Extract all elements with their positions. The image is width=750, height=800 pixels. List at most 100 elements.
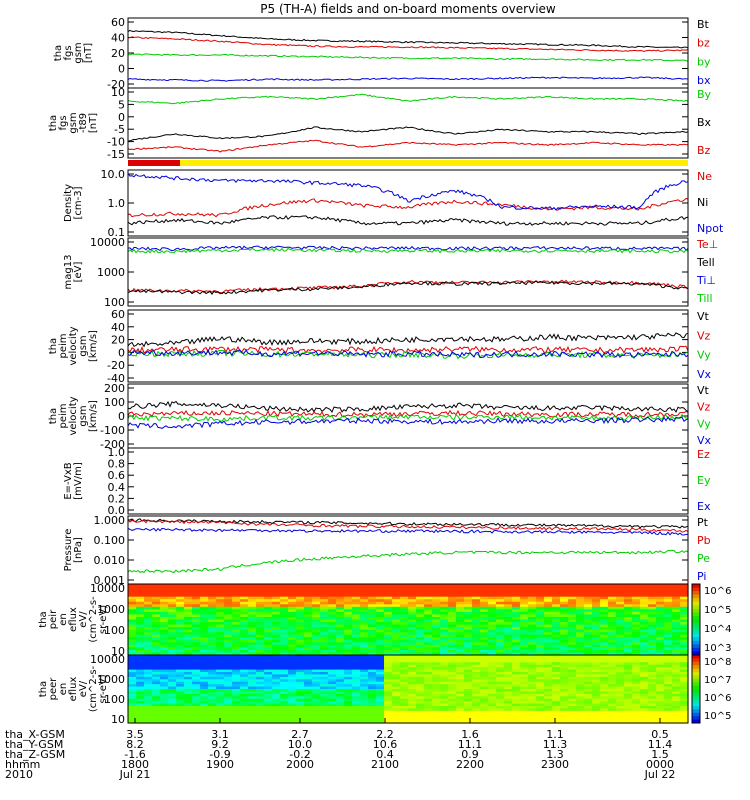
spectrogram-cell <box>616 703 625 707</box>
spectrogram-cell <box>392 609 401 613</box>
spectrogram-cell <box>272 594 281 598</box>
spectrogram-cell <box>424 696 433 700</box>
spectrogram-cell <box>552 693 561 697</box>
spectrogram-cell <box>160 604 169 608</box>
spectrogram-cell <box>520 596 529 600</box>
spectrogram-cell <box>504 604 513 608</box>
spectrogram-cell <box>144 689 153 693</box>
spectrogram-cell <box>344 632 353 636</box>
spectrogram-cell <box>232 649 241 654</box>
spectrogram-cell <box>320 710 329 714</box>
spectrogram-cell <box>288 676 297 680</box>
spectrogram-cell <box>160 596 169 600</box>
spectrogram-cell <box>648 652 657 656</box>
spectrogram-cell <box>168 601 177 605</box>
spectrogram-cell <box>536 642 545 646</box>
spectrogram-cell <box>456 686 465 690</box>
spectrogram-cell <box>336 710 345 714</box>
spectrogram-cell <box>552 710 561 714</box>
spectrogram-cell <box>536 703 545 707</box>
spectrogram-cell <box>288 689 297 693</box>
spectrogram-cell <box>200 629 209 633</box>
spectrogram-cell <box>648 710 657 714</box>
spectrogram-cell <box>352 698 361 702</box>
spectrogram-cell <box>416 686 425 690</box>
spectrogram-cell <box>448 686 457 690</box>
spectrogram-cell <box>640 664 649 668</box>
spectrogram-cell <box>304 664 313 668</box>
spectrogram-cell <box>304 642 313 646</box>
spectrogram-cell <box>272 591 281 595</box>
spectrogram-cell <box>352 627 361 631</box>
spectrogram-cell <box>600 627 609 631</box>
spectrogram-cell <box>384 689 393 693</box>
spectrogram-cell <box>600 599 609 603</box>
spectrogram-cell <box>456 672 465 676</box>
legend-label: Npot <box>697 222 724 235</box>
spectrogram-cell <box>208 693 217 697</box>
spectrogram-cell <box>208 686 217 690</box>
spectrogram-cell <box>520 715 529 719</box>
spectrogram-cell <box>448 644 457 648</box>
spectrogram-cell <box>600 639 609 643</box>
spectrogram-cell <box>520 647 529 651</box>
spectrogram-cell <box>344 684 353 688</box>
spectrogram-cell <box>592 642 601 646</box>
spectrogram-cell <box>600 591 609 595</box>
spectrogram-cell <box>600 679 609 683</box>
spectrogram-cell <box>464 706 473 710</box>
spectrogram-cell <box>536 708 545 712</box>
spectrogram-cell <box>456 596 465 600</box>
spectrogram-cell <box>448 655 457 659</box>
y-tick-label: 0.010 <box>94 554 126 567</box>
spectrogram-cell <box>536 634 545 638</box>
spectrogram-cell <box>680 657 689 661</box>
spectrogram-cell <box>168 713 177 717</box>
spectrogram-cell <box>184 693 193 697</box>
spectrogram-cell <box>280 614 289 618</box>
spectrogram-cell <box>656 715 665 719</box>
spectrogram-cell <box>128 681 137 685</box>
spectrogram-cell <box>448 604 457 608</box>
spectrogram-cell <box>616 634 625 638</box>
spectrogram-cell <box>440 713 449 717</box>
spectrogram-cell <box>312 622 321 626</box>
spectrogram-cell <box>632 627 641 631</box>
spectrogram-cell <box>360 606 369 610</box>
spectrogram-cell <box>288 629 297 633</box>
spectrogram-cell <box>464 662 473 666</box>
spectrogram-cell <box>576 674 585 678</box>
spectrogram-cell <box>208 614 217 618</box>
spectrogram-cell <box>312 708 321 712</box>
spectrogram-cell <box>272 698 281 702</box>
spectrogram-cell <box>568 624 577 628</box>
spectrogram-cell <box>352 676 361 680</box>
spectrogram-cell <box>344 637 353 641</box>
y-tick-label: 0.0 <box>108 504 126 517</box>
spectrogram-cell <box>296 634 305 638</box>
spectrogram-cell <box>528 698 537 702</box>
spectrogram-cell <box>320 674 329 678</box>
spectrogram-cell <box>552 604 561 608</box>
spectrogram-cell <box>432 701 441 705</box>
spectrogram-cell <box>248 629 257 633</box>
spectrogram-cell <box>448 669 457 673</box>
spectrogram-cell <box>592 629 601 633</box>
spectrogram-cell <box>536 655 545 659</box>
spectrogram-cell <box>128 669 137 673</box>
spectrogram-cell <box>240 649 249 654</box>
spectrogram-cell <box>560 647 569 651</box>
spectrogram-cell <box>624 629 633 633</box>
spectrogram-cell <box>632 642 641 646</box>
colorbar-cell <box>692 706 700 710</box>
spectrogram-cell <box>576 647 585 651</box>
spectrogram-cell <box>576 624 585 628</box>
spectrogram-cell <box>360 622 369 626</box>
spectrogram-cell <box>600 664 609 668</box>
spectrogram-cell <box>568 701 577 705</box>
spectrogram-cell <box>168 649 177 654</box>
spectrogram-cell <box>392 718 401 722</box>
spectrogram-cell <box>128 619 137 623</box>
spectrogram-cell <box>608 669 617 673</box>
